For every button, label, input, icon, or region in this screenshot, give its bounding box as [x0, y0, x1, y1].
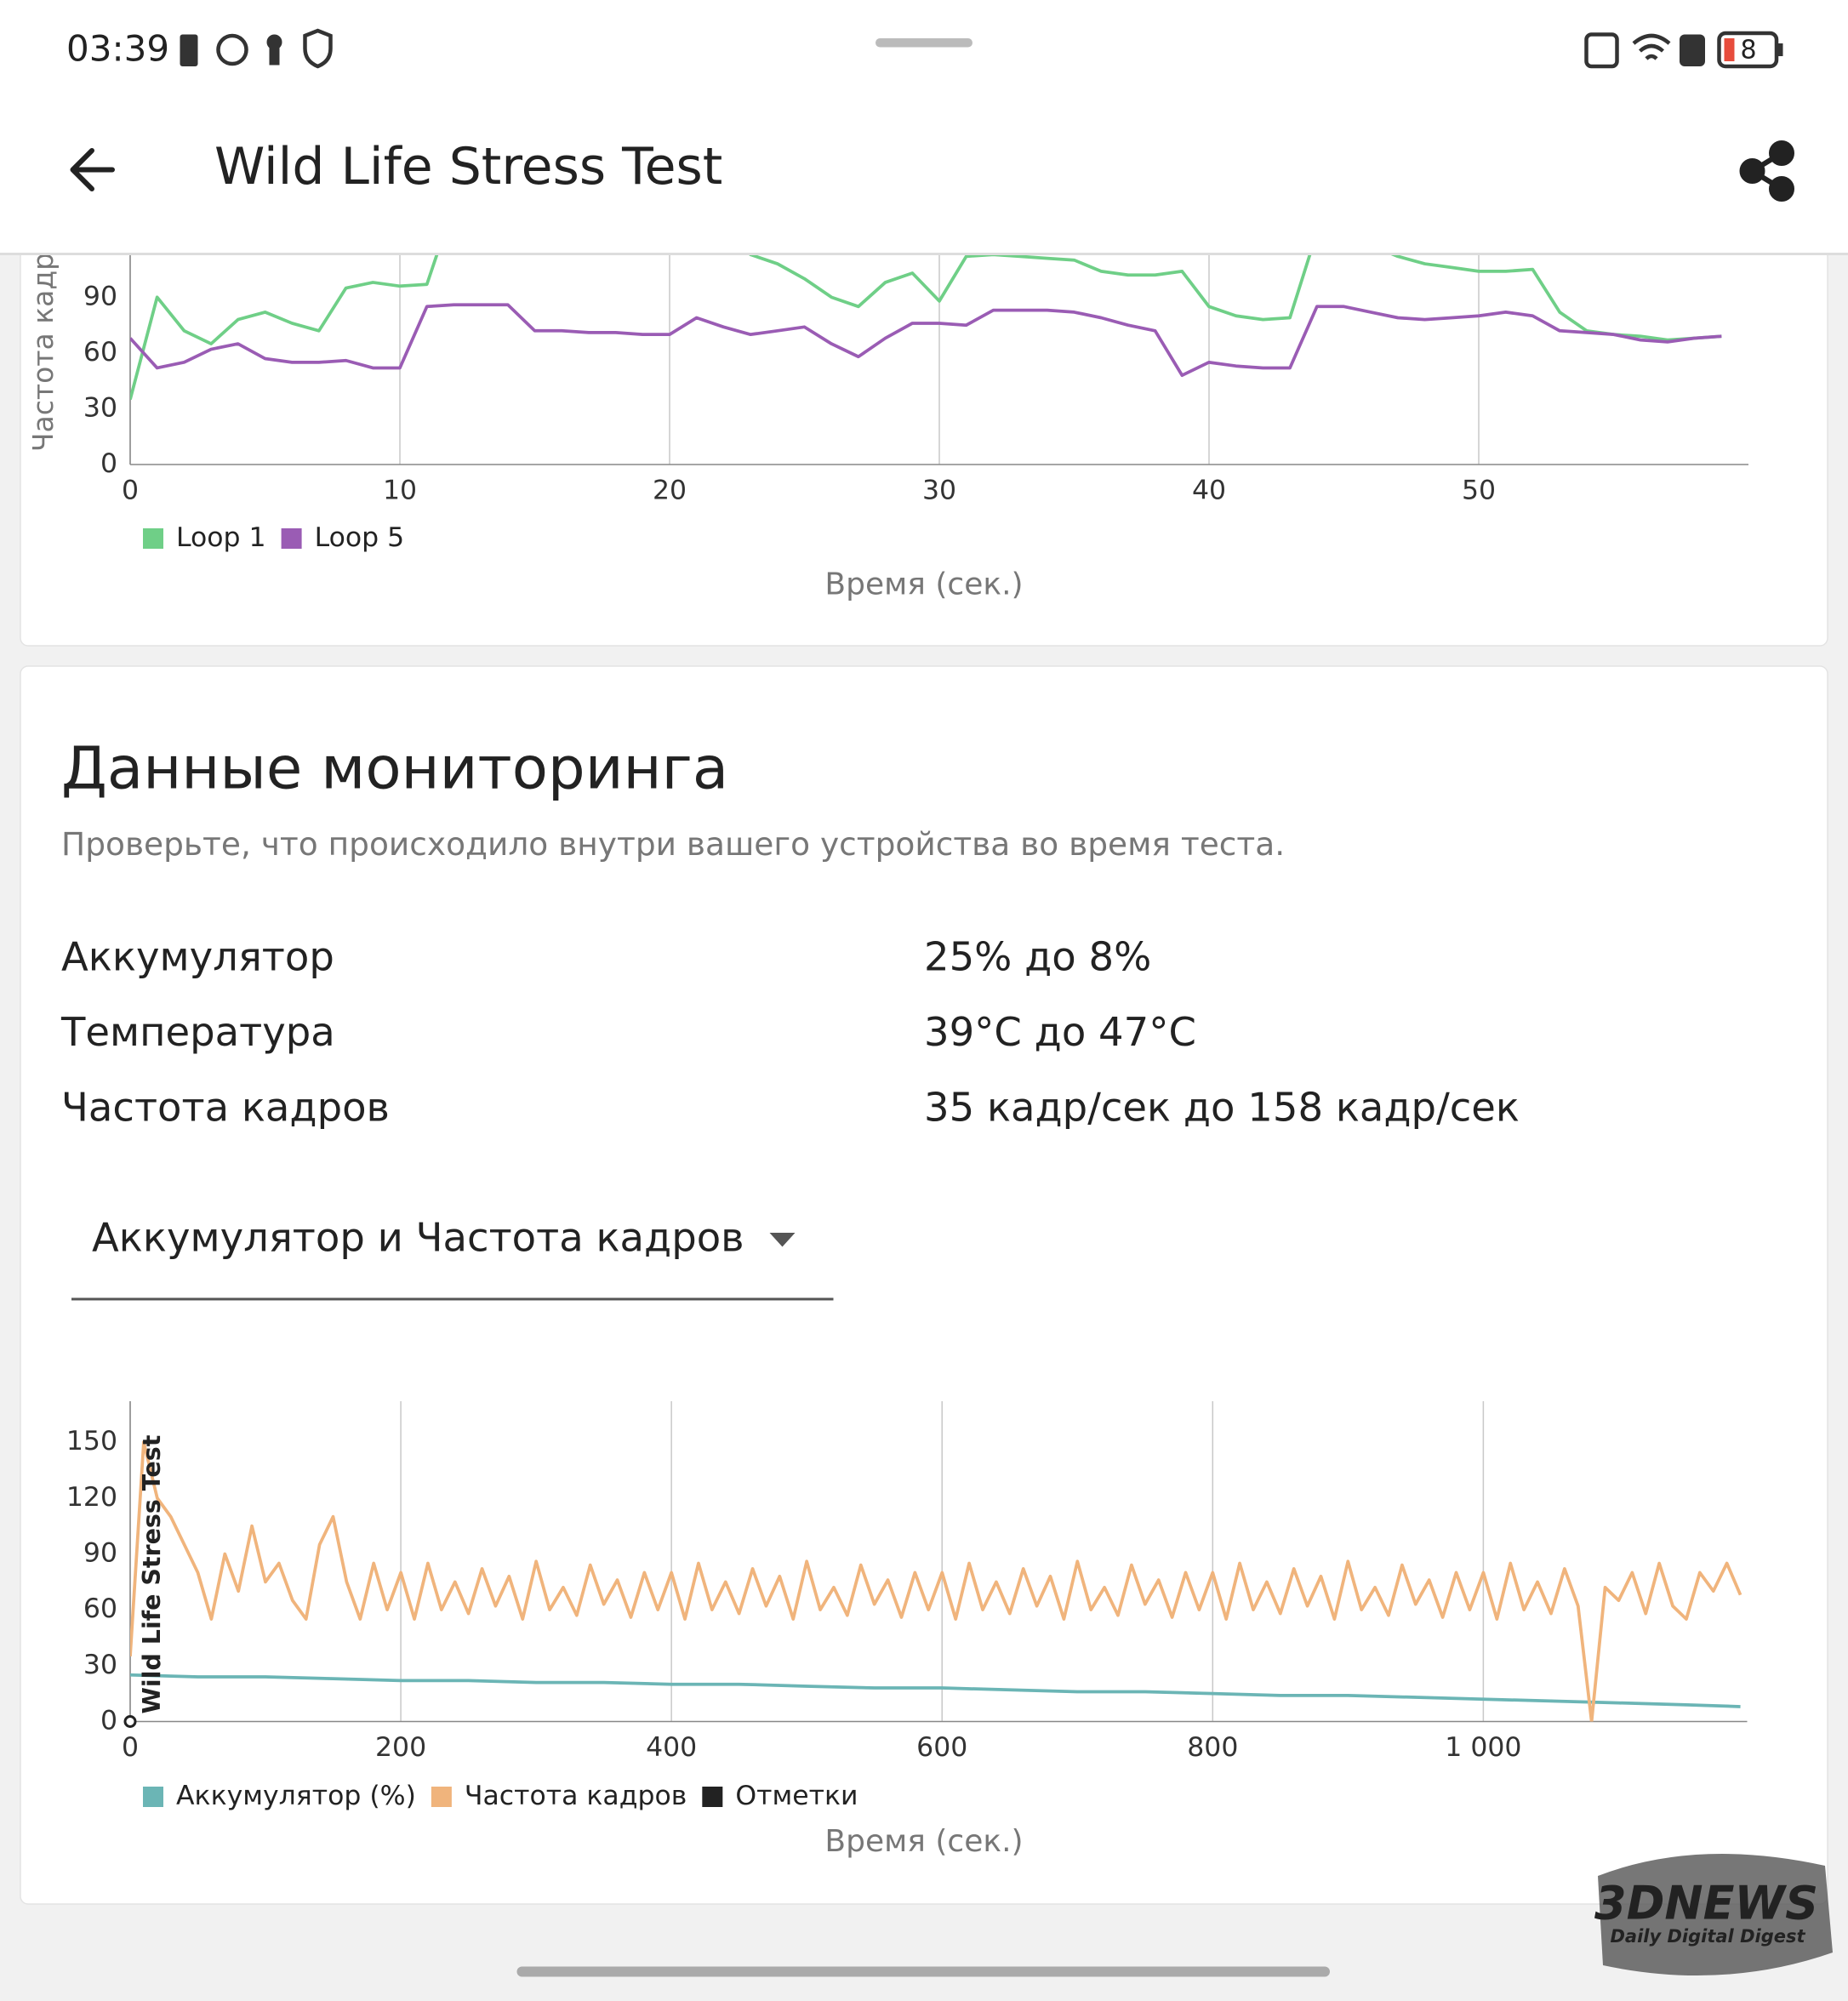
series-line [130, 1673, 1741, 1708]
x-tick-label: 10 [383, 476, 417, 506]
x-tick-label: 800 [1187, 1732, 1238, 1763]
x-tick-label: 30 [922, 476, 956, 506]
x-axis-label: Время (сек.) [824, 1824, 1023, 1859]
status-icons [180, 28, 1783, 69]
dropdown-label[interactable]: Аккумулятор и Частота кадров [92, 1215, 744, 1261]
share-button[interactable] [1739, 140, 1794, 202]
legend-swatch [143, 528, 163, 549]
back-button[interactable] [70, 148, 115, 191]
watermark-subtitle: Daily Digital Digest [1610, 1926, 1805, 1947]
dropdown-arrow[interactable] [769, 1233, 796, 1247]
legend-label: Loop 1 [176, 522, 266, 553]
marker [123, 1715, 137, 1728]
legend-label: Частота кадров [465, 1781, 687, 1811]
row-value: 39°C до 47°C [924, 1009, 1196, 1055]
legend-label: Отметки [735, 1781, 858, 1811]
watermark-bg [1598, 1854, 1833, 1975]
y-tick-label: 90 [83, 281, 117, 311]
y-tick-label: 30 [83, 1650, 117, 1680]
y-tick-label: 120 [66, 1482, 117, 1513]
y-tick-label: 0 [100, 1706, 117, 1736]
legend-swatch [143, 1787, 163, 1807]
x-tick-label: 600 [916, 1732, 967, 1763]
series-line [130, 1440, 1742, 1722]
legend-swatch [281, 528, 302, 549]
x-tick-label: 0 [122, 476, 139, 506]
nav-bar [516, 1966, 1330, 1977]
y-tick-label: 60 [83, 337, 117, 368]
x-axis-label: Время (сек.) [824, 567, 1023, 602]
legend-label: Loop 5 [315, 522, 405, 553]
section-subtitle: Проверьте, что происходило внутри вашего… [61, 825, 1285, 863]
row-label: Частота кадров [61, 1085, 390, 1131]
drag-handle [876, 38, 972, 48]
section-title: Данные мониторинга [61, 735, 728, 803]
y-tick-label: 60 [83, 1593, 117, 1624]
row-value: 35 кадр/сек до 158 кадр/сек [924, 1085, 1520, 1131]
card [20, 665, 1828, 1905]
y-tick-label: 150 [66, 1426, 117, 1457]
series-line [130, 253, 1722, 400]
page-title: Wild Life Stress Test [214, 137, 722, 197]
series-line [130, 303, 1722, 378]
x-tick-label: 20 [653, 476, 687, 506]
x-tick-label: 0 [122, 1732, 139, 1763]
x-tick-label: 50 [1462, 476, 1496, 506]
x-tick-label: 40 [1192, 476, 1226, 506]
status-time: 03:39 [66, 28, 169, 70]
x-tick-label: 200 [375, 1732, 426, 1763]
legend-label: Аккумулятор (%) [176, 1781, 416, 1811]
x-tick-label: 400 [646, 1732, 697, 1763]
watermark-title: 3DNEWS [1594, 1877, 1818, 1930]
status-battery: 8 [1740, 36, 1756, 66]
marker-label: Wild Life Stress Test [138, 1435, 166, 1714]
row-label: Аккумулятор [61, 934, 334, 980]
y-tick-label: 90 [83, 1537, 117, 1568]
legend-swatch [702, 1787, 723, 1807]
row-value: 25% до 8% [924, 934, 1151, 980]
row-label: Температура [60, 1009, 335, 1055]
y-tick-label: 30 [83, 392, 117, 423]
y-tick-label: 0 [100, 448, 117, 479]
y-axis-label: Частота кадр [26, 253, 60, 452]
legend-swatch [431, 1787, 452, 1807]
x-tick-label: 1 000 [1445, 1732, 1521, 1763]
